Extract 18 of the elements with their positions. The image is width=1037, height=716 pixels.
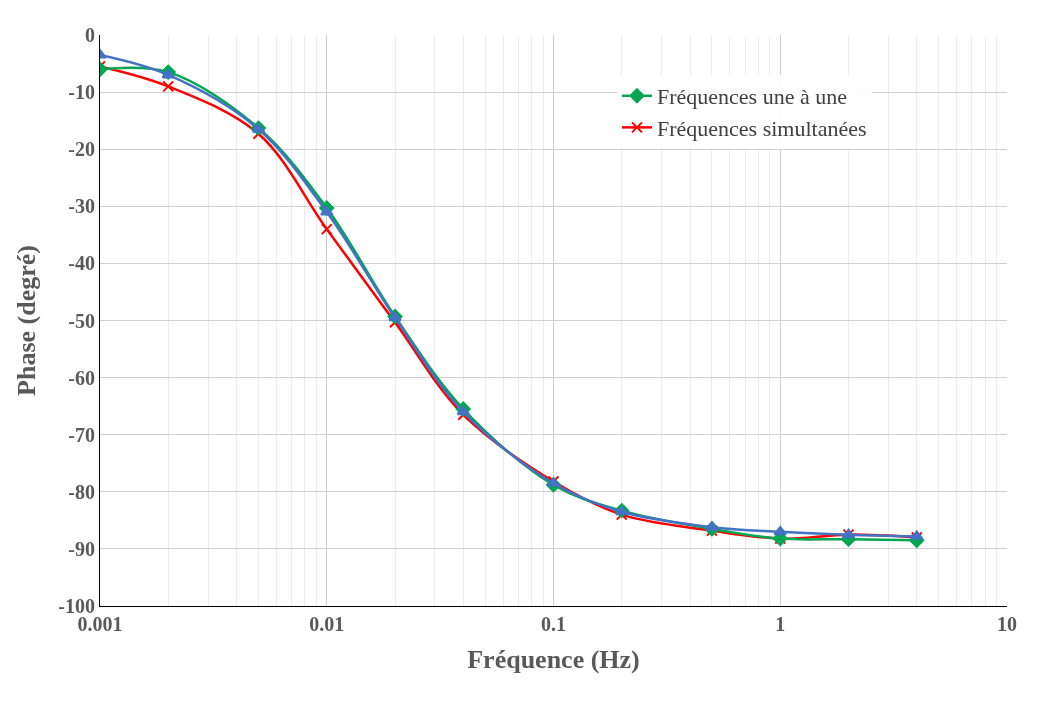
x-tick-label: 0.01	[309, 613, 345, 635]
x-tick-label: 1	[775, 613, 786, 635]
y-tick-label: 0	[85, 24, 95, 46]
x-tick-label: 10	[997, 613, 1017, 635]
x-tick-label: 0.1	[541, 613, 566, 635]
y-tick-label: -60	[68, 366, 95, 389]
y-tick-label: -80	[68, 480, 95, 503]
y-axis-title: Phase (degré)	[11, 245, 41, 396]
y-tick-label: -50	[68, 309, 95, 332]
y-tick-label: -30	[68, 195, 95, 218]
y-tick-label: -20	[68, 138, 95, 161]
legend-label: Fréquences une à une	[656, 84, 847, 110]
y-tick-label: -90	[68, 537, 95, 560]
y-tick-label: -40	[68, 252, 95, 275]
x-axis-title: Fréquence (Hz)	[467, 644, 640, 674]
y-tick-label: -70	[68, 423, 95, 446]
legend-label: Fréquences simultanées	[656, 115, 867, 141]
y-tick-label: -10	[68, 81, 95, 104]
